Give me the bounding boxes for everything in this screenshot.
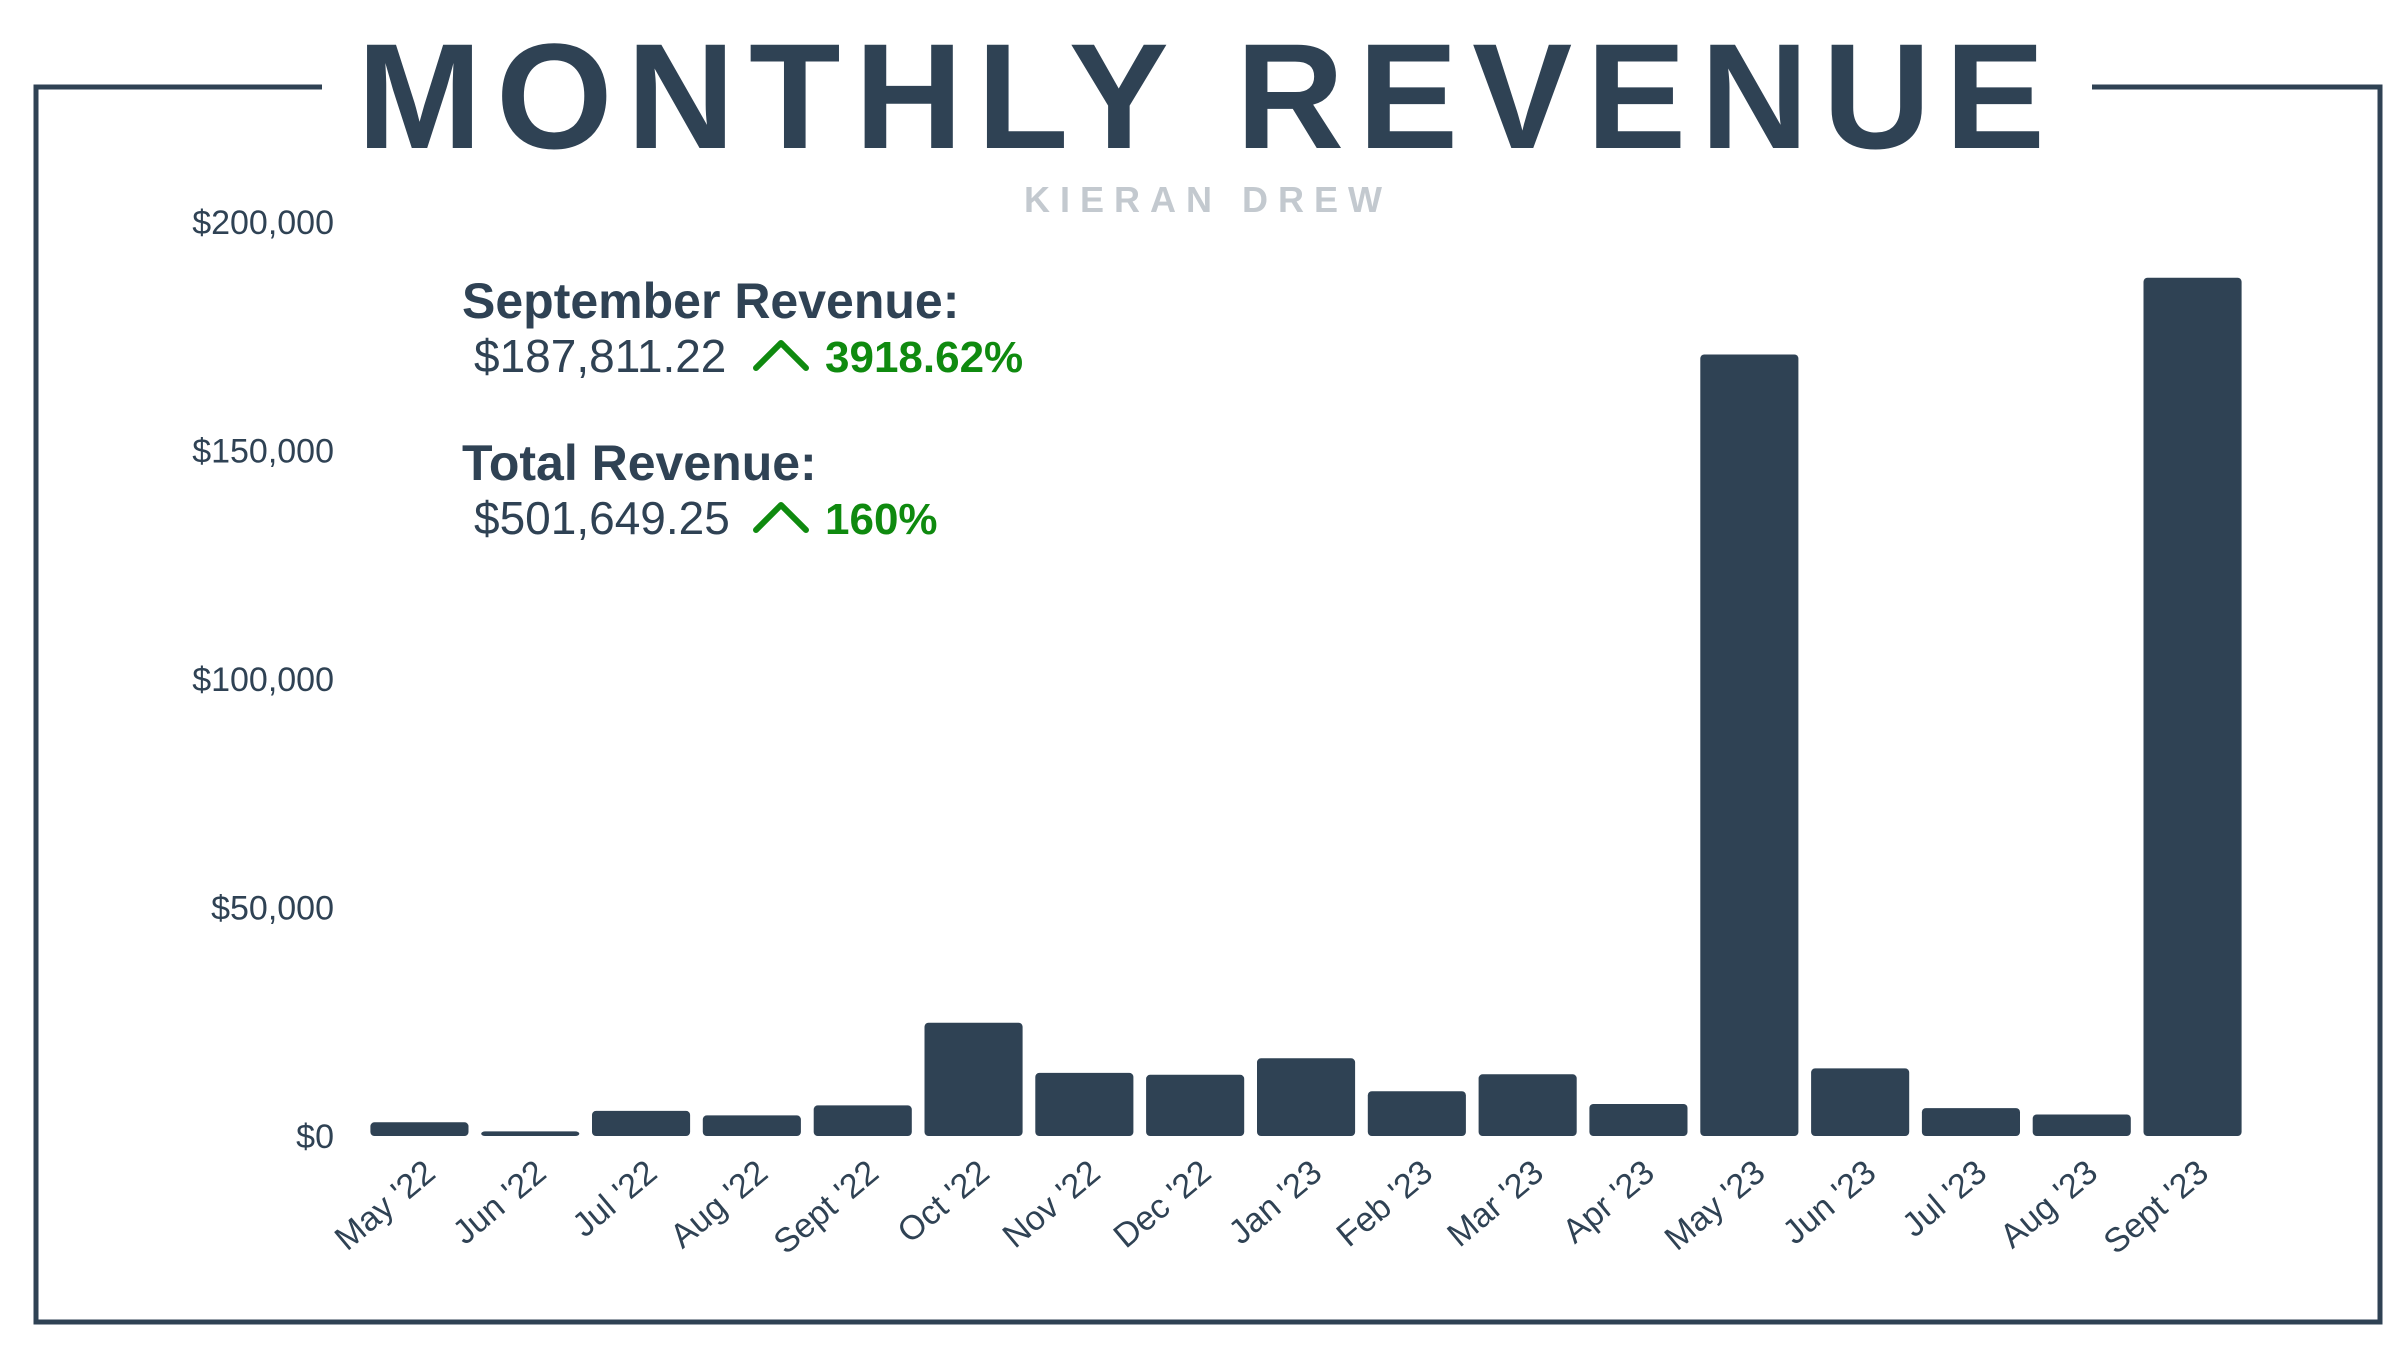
bar [1367,1091,1466,1136]
x-tick-label: Aug '23 [1993,1153,2105,1256]
total-revenue-value: $501,649.25 [474,492,730,544]
bar [1146,1074,1245,1136]
x-tick-label: Oct '22 [891,1153,997,1251]
bar [813,1105,912,1136]
chart-subtitle: KIERAN DREW [1024,179,1392,220]
chevron-up-icon [753,340,809,371]
x-tick-label: Mar '23 [1440,1153,1550,1254]
bars [370,277,2242,1136]
y-tick-label: $50,000 [211,890,334,928]
bar [1035,1072,1134,1136]
total-revenue-change: 160% [825,495,938,544]
bar [370,1122,469,1136]
summary-panel: September Revenue: $187,811.22 3918.62% … [462,273,1023,544]
bar [1921,1108,2020,1136]
bar [702,1115,801,1136]
bar [1700,354,1799,1136]
bar [1478,1074,1577,1136]
bar [1257,1058,1356,1136]
y-tick-label: $200,000 [192,204,334,242]
bar [924,1022,1023,1136]
total-revenue-label: Total Revenue: [462,435,817,491]
y-tick-label: $100,000 [192,661,334,699]
chevron-up-icon [753,502,809,533]
x-tick-label: Jan '23 [1222,1153,1330,1252]
x-tick-label: Feb '23 [1329,1153,1439,1254]
x-tick-label: Nov '22 [996,1153,1108,1256]
bar [592,1110,691,1136]
frame-border-right [1167,84,2383,1325]
september-revenue-value: $187,811.22 [474,330,726,382]
bar [2143,277,2242,1136]
x-tick-label: Sept '22 [767,1153,886,1262]
x-tick-label: Jun '22 [446,1153,554,1252]
chart-title: MONTHLY REVENUE [357,12,2059,180]
x-tick-label: Aug '22 [663,1153,775,1256]
bar [481,1131,580,1136]
x-tick-label: May '22 [328,1153,443,1258]
frame-border-left [33,84,1167,1325]
x-tick-label: Dec '22 [1106,1153,1218,1256]
bar [1589,1104,1688,1136]
y-axis: $0 $50,000 $100,000 $150,000 $200,000 [192,204,334,1156]
bar [1811,1068,1910,1136]
september-revenue-change: 3918.62% [825,333,1023,382]
x-tick-label: Jul '22 [565,1153,664,1245]
bar [2032,1114,2131,1136]
x-tick-label: May '23 [1658,1153,1773,1258]
x-tick-label: Sept '23 [2097,1153,2216,1262]
x-tick-label: Jun '23 [1776,1153,1884,1252]
x-tick-label: Apr '23 [1556,1153,1662,1251]
y-tick-label: $150,000 [192,433,334,471]
y-tick-label: $0 [296,1118,334,1156]
september-revenue-label: September Revenue: [462,273,959,329]
x-tick-label: Jul '23 [1895,1153,1994,1245]
